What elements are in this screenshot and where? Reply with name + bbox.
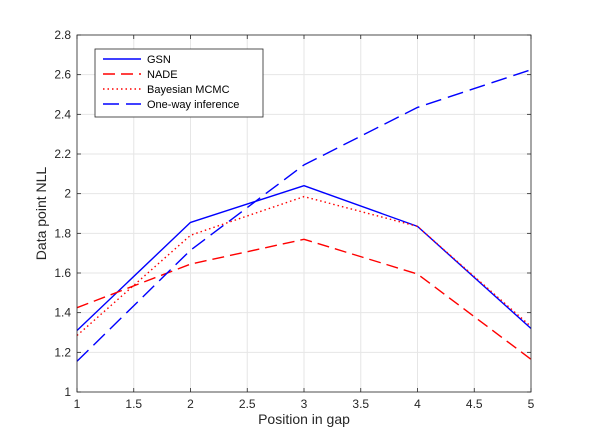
legend-label: GSN: [147, 54, 171, 66]
x-tick-label: 4: [414, 397, 421, 411]
y-tick-label: 2.2: [54, 147, 71, 161]
legend-label: Bayesian MCMC: [147, 84, 230, 96]
x-tick-label: 2: [187, 397, 194, 411]
y-tick-label: 2: [64, 187, 71, 201]
y-tick-label: 1.6: [54, 266, 71, 280]
y-tick-label: 2.6: [54, 68, 71, 82]
y-tick-label: 1.8: [54, 226, 71, 240]
x-tick-label: 4.5: [466, 397, 483, 411]
legend-label: NADE: [147, 69, 178, 81]
y-tick-label: 2.4: [54, 107, 71, 121]
x-tick-label: 3: [301, 397, 308, 411]
legend: GSN NADE Bayesian MCMC One-way inference: [95, 49, 263, 117]
x-tick-label: 1.5: [125, 397, 142, 411]
x-tick-label: 1: [74, 397, 81, 411]
x-tick-label: 3.5: [352, 397, 369, 411]
x-axis-label: Position in gap: [258, 411, 350, 427]
y-axis-label: Data point NLL: [33, 167, 49, 261]
x-tick-label: 5: [528, 397, 535, 411]
legend-label: One-way inference: [147, 99, 239, 111]
y-tick-label: 1.4: [54, 306, 71, 320]
y-tick-label: 2.8: [54, 28, 71, 42]
x-tick-label: 2.5: [239, 397, 256, 411]
y-tick-label: 1: [64, 385, 71, 399]
y-tick-label: 1.2: [54, 345, 71, 359]
